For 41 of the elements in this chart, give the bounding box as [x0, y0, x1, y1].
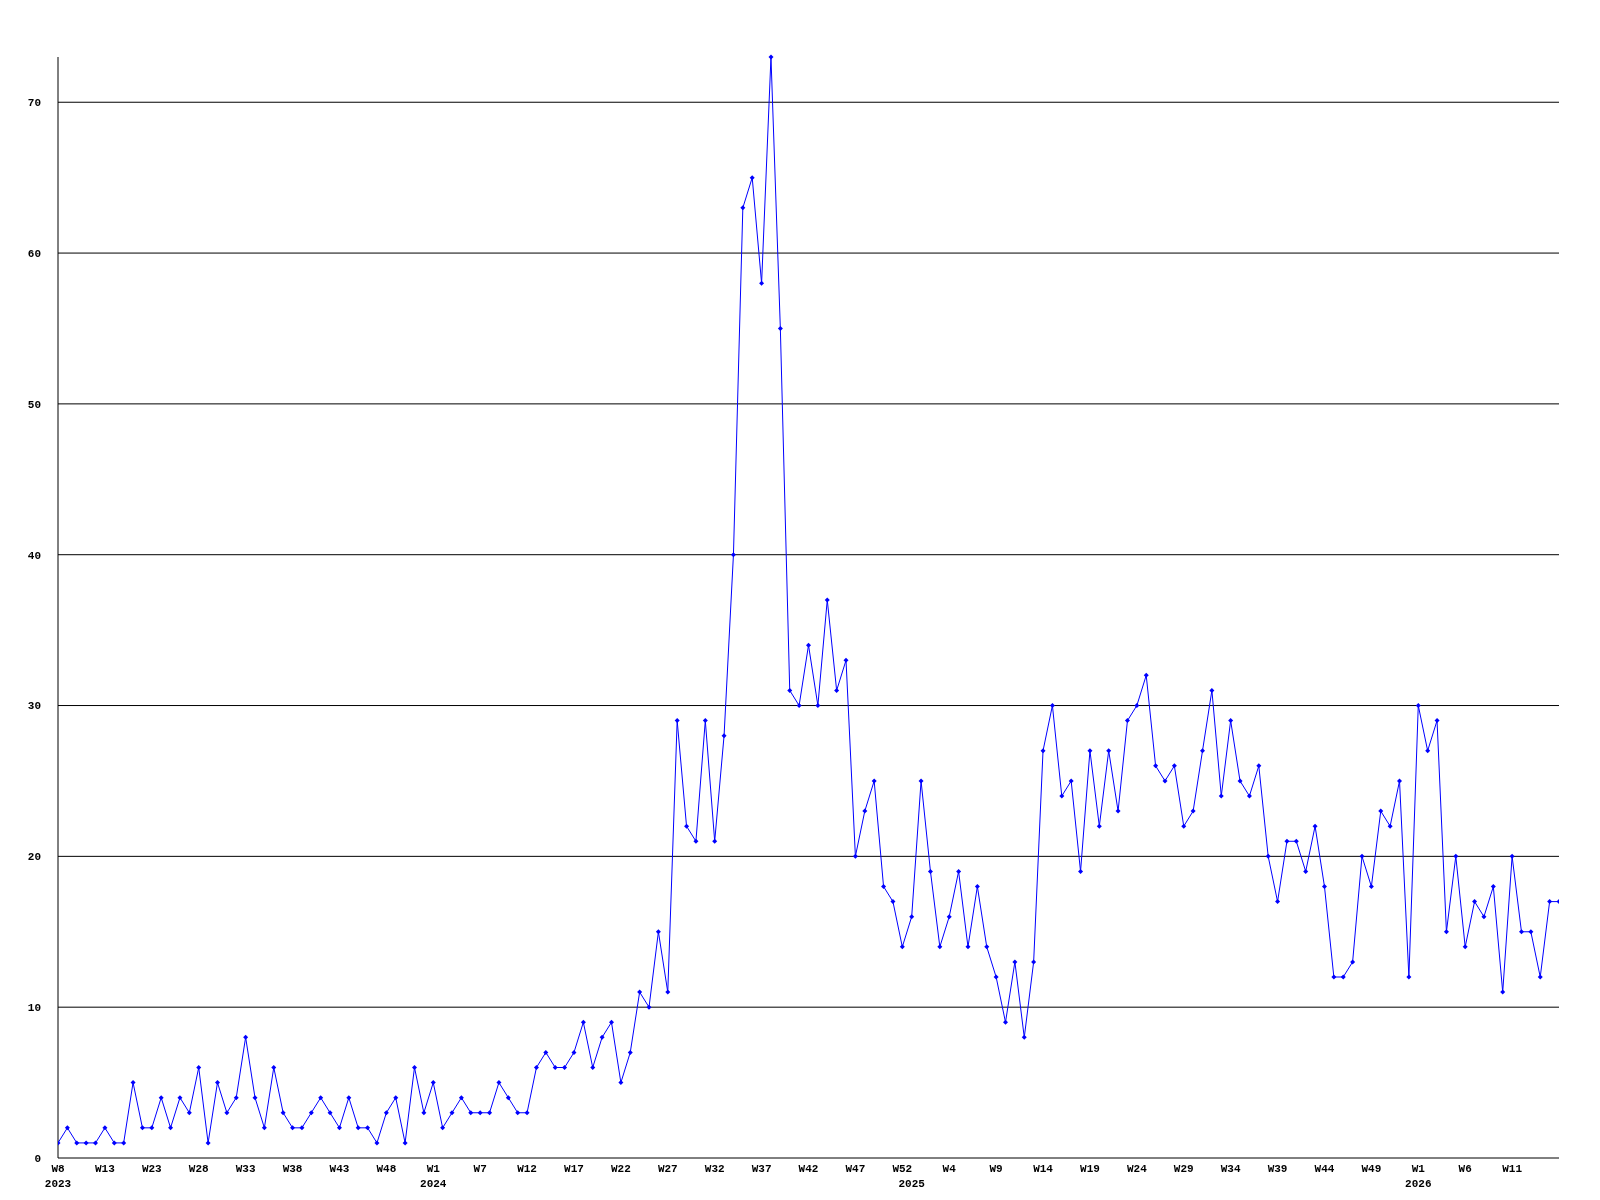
x-tick-label: W47	[845, 1163, 866, 1175]
x-tick-label: W27	[657, 1163, 678, 1175]
x-tick-label: W9	[989, 1163, 1003, 1175]
y-tick-label: 60	[27, 247, 41, 260]
x-tick-label: W24	[1126, 1163, 1148, 1175]
y-tick-label: 20	[27, 851, 41, 864]
x-tick-label: W1 2026	[1405, 1163, 1432, 1190]
x-tick-label: W33	[235, 1163, 256, 1175]
y-tick-label: 40	[27, 549, 41, 562]
x-tick-label: W29	[1173, 1163, 1194, 1175]
x-tick-label: W34	[1220, 1163, 1241, 1175]
y-tick-label: 0	[34, 1152, 41, 1165]
x-tick-label: W48	[376, 1163, 397, 1175]
x-tick-label: W37	[751, 1163, 772, 1175]
x-tick-label: W8 2023	[44, 1163, 72, 1190]
x-tick-label: W52	[892, 1163, 913, 1175]
x-tick-label: W23	[141, 1163, 163, 1175]
x-tick-label: W1 2024	[420, 1163, 447, 1190]
x-tick-label: W14	[1033, 1163, 1054, 1175]
y-tick-label: 70	[27, 97, 41, 110]
x-tick-label: W19	[1080, 1163, 1100, 1175]
x-tick-label: W32	[704, 1163, 725, 1175]
x-tick-label: W6	[1458, 1163, 1472, 1175]
x-tick-label: W4	[942, 1163, 957, 1175]
y-tick-label: 10	[27, 1002, 41, 1015]
x-tick-label: W49	[1361, 1163, 1382, 1175]
x-tick-label: W12	[517, 1163, 537, 1175]
x-tick-label: W11	[1502, 1163, 1523, 1175]
x-tick-label: W13	[95, 1163, 116, 1175]
x-tick-label: W17	[564, 1163, 584, 1175]
x-tick-label: W42	[798, 1163, 819, 1175]
x-tick-label: W44	[1314, 1163, 1335, 1175]
x-tick-label: 2025	[898, 1178, 926, 1190]
x-tick-label: W43	[329, 1163, 350, 1175]
x-tick-label: W39	[1267, 1163, 1288, 1175]
y-tick-label: 30	[27, 700, 41, 713]
y-tick-label: 50	[27, 398, 41, 411]
x-tick-label: W7	[473, 1163, 487, 1175]
x-tick-label: W22	[610, 1163, 631, 1175]
x-tick-label: W28	[188, 1163, 210, 1175]
x-tick-label: W38	[282, 1163, 303, 1175]
